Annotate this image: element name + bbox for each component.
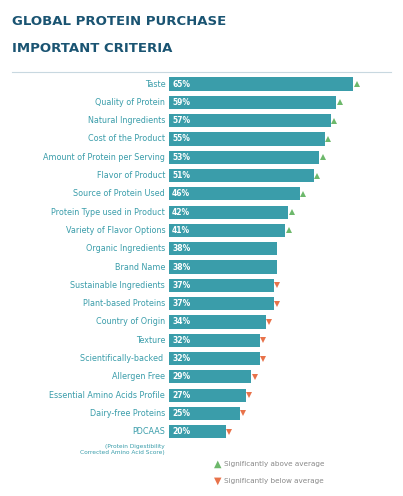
- Text: Dairy-free Proteins: Dairy-free Proteins: [90, 409, 165, 418]
- Bar: [169, 407, 240, 420]
- Bar: [169, 315, 266, 328]
- Text: ▲: ▲: [214, 459, 221, 469]
- Text: Scientifically-backed: Scientifically-backed: [80, 354, 165, 363]
- Text: 57%: 57%: [172, 116, 190, 125]
- Bar: [169, 187, 299, 200]
- Text: Organic Ingredients: Organic Ingredients: [86, 244, 165, 253]
- Text: 55%: 55%: [172, 134, 190, 143]
- Text: Protein Type used in Product: Protein Type used in Product: [52, 208, 165, 217]
- Bar: [169, 388, 246, 402]
- Text: 51%: 51%: [172, 171, 190, 180]
- Text: 59%: 59%: [172, 98, 190, 107]
- Bar: [169, 77, 353, 91]
- Bar: [169, 352, 260, 365]
- Text: Source of Protein Used: Source of Protein Used: [73, 189, 165, 198]
- Text: Taste: Taste: [145, 79, 165, 89]
- Bar: [169, 260, 277, 274]
- Text: 53%: 53%: [172, 153, 190, 162]
- Text: Sustainable Ingredients: Sustainable Ingredients: [71, 281, 165, 290]
- Text: PDCAAS: PDCAAS: [132, 427, 165, 436]
- Bar: [169, 205, 288, 219]
- Bar: [169, 169, 314, 182]
- Text: 20%: 20%: [172, 427, 190, 436]
- Text: Allergen Free: Allergen Free: [112, 372, 165, 381]
- Bar: [169, 224, 285, 237]
- Text: ▼: ▼: [214, 476, 221, 486]
- Text: 41%: 41%: [172, 226, 190, 235]
- Text: 29%: 29%: [172, 372, 190, 381]
- Text: Flavor of Product: Flavor of Product: [97, 171, 165, 180]
- Bar: [169, 425, 226, 438]
- Bar: [169, 279, 274, 292]
- Bar: [169, 114, 331, 127]
- Bar: [169, 242, 277, 255]
- Text: Significantly above average: Significantly above average: [224, 461, 324, 467]
- Text: Natural Ingredients: Natural Ingredients: [88, 116, 165, 125]
- Text: Texture: Texture: [136, 336, 165, 345]
- Text: 34%: 34%: [172, 317, 190, 326]
- Text: 37%: 37%: [172, 299, 190, 308]
- Text: 38%: 38%: [172, 244, 190, 253]
- Bar: [169, 297, 274, 310]
- Bar: [169, 132, 325, 145]
- Text: Significantly below average: Significantly below average: [224, 478, 324, 484]
- Bar: [169, 371, 251, 383]
- Text: 37%: 37%: [172, 281, 190, 290]
- Bar: [169, 96, 337, 109]
- Text: Quality of Protein: Quality of Protein: [96, 98, 165, 107]
- Text: 38%: 38%: [172, 262, 190, 272]
- Text: Country of Origin: Country of Origin: [96, 317, 165, 326]
- Text: Amount of Protein per Serving: Amount of Protein per Serving: [44, 153, 165, 162]
- Text: (Protein Digestibility
Corrected Amino Acid Score): (Protein Digestibility Corrected Amino A…: [81, 444, 165, 455]
- Text: Brand Name: Brand Name: [115, 262, 165, 272]
- Text: IMPORTANT CRITERIA: IMPORTANT CRITERIA: [12, 42, 172, 55]
- Text: GLOBAL PROTEIN PURCHASE: GLOBAL PROTEIN PURCHASE: [12, 15, 226, 28]
- Text: 27%: 27%: [172, 391, 190, 400]
- Bar: [169, 151, 319, 164]
- Text: Essential Amino Acids Profile: Essential Amino Acids Profile: [50, 391, 165, 400]
- Text: 42%: 42%: [172, 208, 190, 217]
- Text: 25%: 25%: [172, 409, 190, 418]
- Text: Cost of the Product: Cost of the Product: [88, 134, 165, 143]
- Text: Variety of Flavor Options: Variety of Flavor Options: [66, 226, 165, 235]
- Text: Plant-based Proteins: Plant-based Proteins: [83, 299, 165, 308]
- Text: 46%: 46%: [172, 189, 190, 198]
- Bar: [169, 334, 260, 347]
- Text: 65%: 65%: [172, 79, 190, 89]
- Text: 32%: 32%: [172, 354, 190, 363]
- Text: 32%: 32%: [172, 336, 190, 345]
